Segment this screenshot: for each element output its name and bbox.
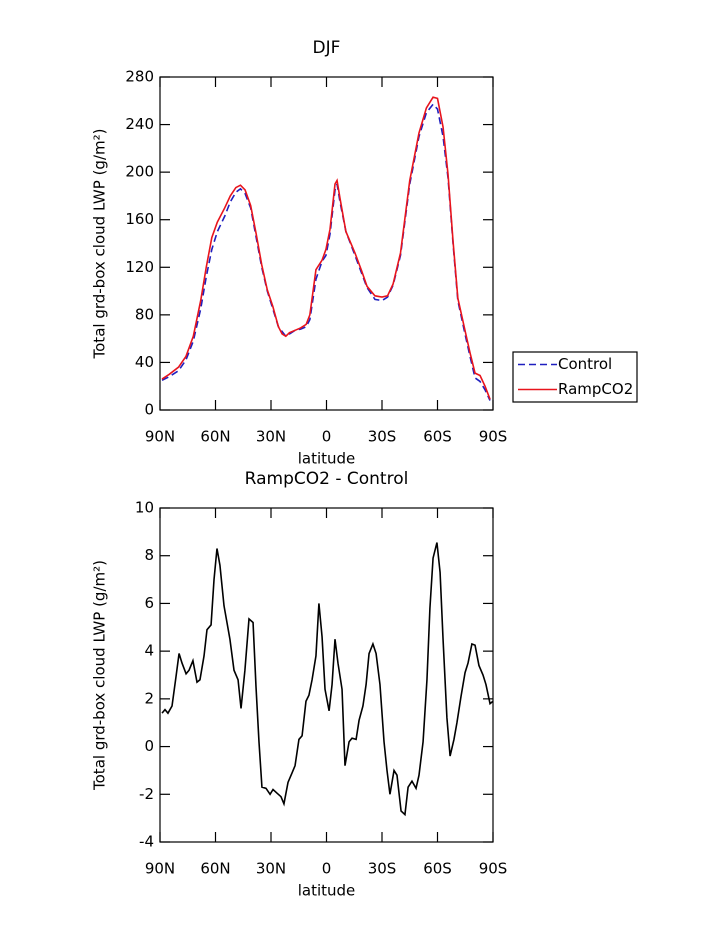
x-axis-label: latitude [298,882,356,900]
data-line [161,542,494,817]
y-tick-label: 10 [135,499,154,517]
x-tick-label: 30N [256,860,286,878]
y-tick-label: -4 [139,833,154,851]
data-line [161,96,491,400]
legend-label: RampCO2 [558,380,633,398]
y-tick-label: 6 [144,594,154,612]
chart-title: RampCO2 - Control [245,469,409,489]
legend-label: Control [558,355,612,373]
y-tick-label: 2 [144,689,154,707]
x-tick-label: 90S [479,860,508,878]
y-tick-label: 0 [144,737,154,755]
x-tick-label: 60N [200,428,230,446]
x-tick-label: 0 [322,428,332,446]
y-tick-label: 40 [135,353,154,371]
x-tick-label: 90N [145,860,175,878]
y-tick-label: 0 [144,401,154,419]
x-tick-label: 30S [368,860,397,878]
y-axis-label: Total grd-box cloud LWP (g/m²) [91,129,109,360]
data-line [161,103,491,401]
x-tick-label: 60S [423,428,452,446]
y-tick-label: 280 [125,68,154,86]
x-tick-label: 90S [479,428,508,446]
x-tick-label: 60S [423,860,452,878]
y-tick-label: 8 [144,546,154,564]
plot-frame [159,507,494,843]
y-tick-label: -2 [139,785,154,803]
y-tick-label: 240 [125,115,154,133]
x-axis-label: latitude [298,450,356,468]
y-tick-label: 80 [135,305,154,323]
chart-title: DJF [313,38,341,58]
legend-box [512,351,638,403]
x-tick-label: 90N [145,428,175,446]
y-tick-label: 4 [144,642,154,660]
x-tick-label: 30S [368,428,397,446]
y-tick-label: 120 [125,258,154,276]
y-tick-label: 200 [125,163,154,181]
y-tick-label: 160 [125,210,154,228]
x-tick-label: 60N [200,860,230,878]
x-tick-label: 30N [256,428,286,446]
y-axis-label: Total grd-box cloud LWP (g/m²) [91,560,109,791]
x-tick-label: 0 [322,860,332,878]
